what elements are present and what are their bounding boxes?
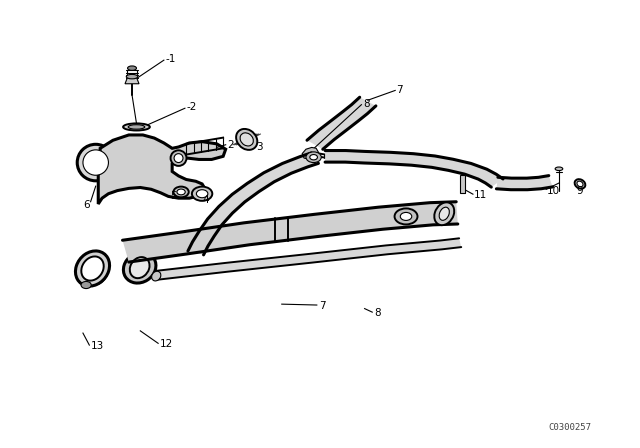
Polygon shape xyxy=(122,202,458,262)
Ellipse shape xyxy=(173,187,189,197)
Text: 2: 2 xyxy=(228,140,234,150)
Ellipse shape xyxy=(575,179,586,189)
Text: 8: 8 xyxy=(364,99,370,109)
Polygon shape xyxy=(125,77,139,84)
Text: 10: 10 xyxy=(547,185,560,196)
Ellipse shape xyxy=(236,129,257,150)
Text: 8: 8 xyxy=(374,308,381,318)
Text: -1: -1 xyxy=(166,54,176,64)
Ellipse shape xyxy=(577,181,583,187)
Text: 11: 11 xyxy=(474,190,488,200)
Ellipse shape xyxy=(124,252,156,283)
Ellipse shape xyxy=(152,271,161,281)
Text: C0300257: C0300257 xyxy=(548,423,591,432)
Text: 12: 12 xyxy=(159,339,173,349)
Ellipse shape xyxy=(171,151,186,166)
Ellipse shape xyxy=(83,150,108,175)
Ellipse shape xyxy=(439,207,449,220)
Ellipse shape xyxy=(76,251,109,286)
Polygon shape xyxy=(188,153,319,255)
Ellipse shape xyxy=(126,74,138,79)
Circle shape xyxy=(394,208,417,224)
Text: 7: 7 xyxy=(396,86,403,95)
Ellipse shape xyxy=(240,133,253,146)
Text: 5: 5 xyxy=(170,191,177,201)
Ellipse shape xyxy=(192,187,212,201)
Polygon shape xyxy=(460,175,465,193)
Ellipse shape xyxy=(127,66,136,70)
Polygon shape xyxy=(307,97,376,149)
Ellipse shape xyxy=(81,256,104,280)
Ellipse shape xyxy=(130,257,150,278)
Text: 9: 9 xyxy=(576,185,583,196)
Ellipse shape xyxy=(196,190,208,198)
Polygon shape xyxy=(156,238,461,280)
Text: 4: 4 xyxy=(202,195,209,205)
Polygon shape xyxy=(325,151,503,187)
Ellipse shape xyxy=(77,144,114,181)
Polygon shape xyxy=(99,135,226,204)
Ellipse shape xyxy=(123,123,150,130)
Polygon shape xyxy=(302,147,319,159)
Text: -2: -2 xyxy=(186,102,196,112)
Ellipse shape xyxy=(435,202,454,225)
Ellipse shape xyxy=(174,154,183,163)
Ellipse shape xyxy=(177,189,185,195)
Polygon shape xyxy=(497,176,552,190)
Circle shape xyxy=(81,281,92,289)
Text: 7: 7 xyxy=(319,301,325,311)
Circle shape xyxy=(306,152,321,163)
Ellipse shape xyxy=(555,167,563,171)
Text: 6: 6 xyxy=(83,200,90,210)
Circle shape xyxy=(400,212,412,220)
Text: 3: 3 xyxy=(256,142,263,152)
Ellipse shape xyxy=(128,125,145,129)
Text: 13: 13 xyxy=(91,341,104,351)
Circle shape xyxy=(310,155,317,160)
